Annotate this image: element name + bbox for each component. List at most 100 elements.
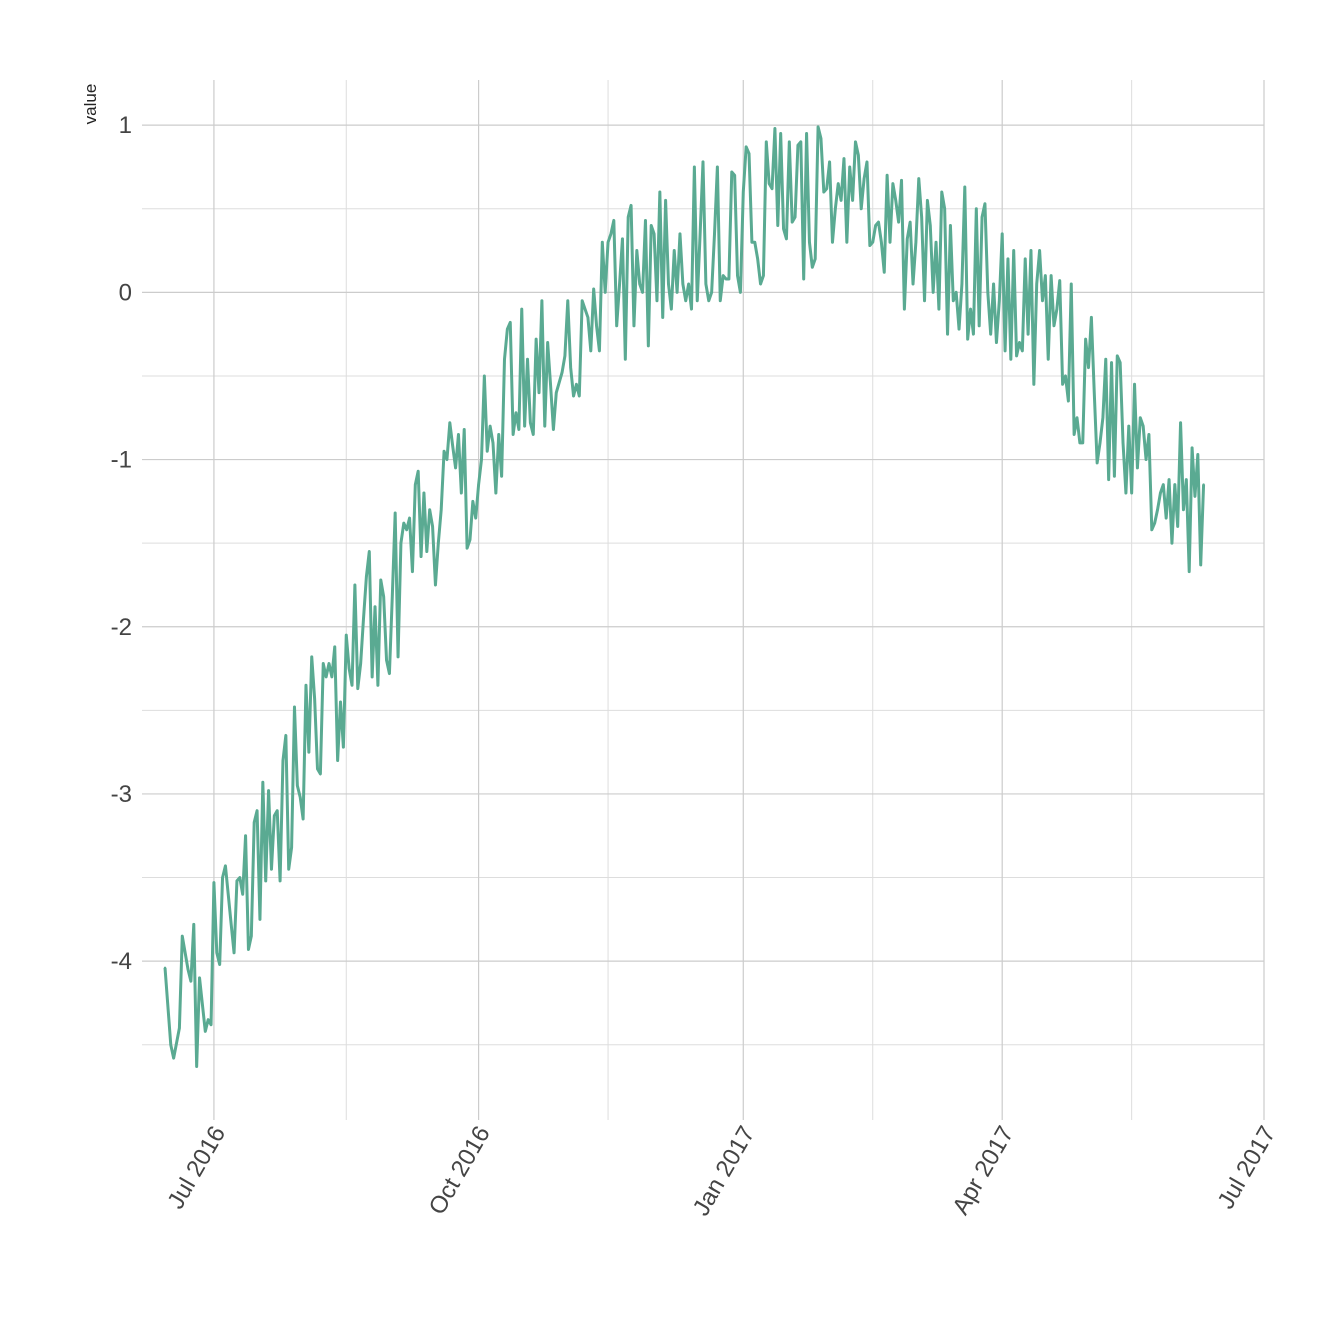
data-point (465, 546, 469, 550)
data-point (1095, 461, 1099, 465)
data-point (799, 140, 803, 144)
data-point (1012, 249, 1015, 252)
data-point (391, 595, 394, 598)
data-point (977, 324, 981, 327)
data-point (865, 160, 869, 164)
data-point (488, 424, 492, 428)
data-point (816, 125, 820, 129)
data-point (788, 140, 791, 144)
data-point (218, 963, 221, 966)
data-point (284, 734, 288, 737)
data-point (693, 165, 696, 169)
data-point (454, 466, 457, 470)
data-point (782, 227, 785, 231)
data-point (1150, 528, 1154, 531)
data-point (1098, 441, 1102, 445)
data-point (880, 240, 883, 244)
data-point (402, 521, 405, 525)
data-point (900, 179, 903, 182)
data-point (670, 307, 673, 311)
series-group (163, 125, 1206, 1068)
data-point (897, 220, 900, 224)
data-point (647, 344, 650, 348)
data-point (238, 876, 242, 879)
data-point (414, 483, 417, 486)
data-point (851, 199, 854, 202)
data-point (468, 538, 472, 542)
data-point (1055, 307, 1059, 311)
data-point (1093, 391, 1096, 394)
data-point (362, 617, 365, 620)
data-point (603, 291, 607, 294)
data-point (520, 307, 523, 311)
data-point (186, 968, 190, 971)
data-point (1001, 232, 1004, 236)
data-point (756, 257, 759, 261)
y-tick-label: 1 (119, 112, 132, 139)
data-point (837, 182, 840, 185)
data-point (868, 244, 872, 247)
data-point (1015, 354, 1018, 358)
data-point (696, 299, 699, 302)
data-point (911, 282, 915, 286)
data-point (212, 881, 216, 884)
data-point (198, 976, 201, 980)
data-point (641, 291, 644, 294)
data-point (517, 428, 521, 431)
data-point (644, 219, 647, 222)
data-point (255, 809, 259, 812)
data-point (767, 182, 771, 185)
data-point (992, 282, 995, 286)
data-point (612, 219, 616, 222)
data-point (618, 282, 621, 286)
data-point (342, 745, 345, 749)
data-point (1116, 354, 1119, 358)
data-point (739, 291, 742, 294)
data-point (474, 516, 477, 520)
data-point (549, 383, 552, 386)
data-point (247, 948, 250, 951)
data-point (1110, 361, 1113, 364)
data-point (906, 237, 909, 241)
data-point (621, 237, 624, 241)
data-point (1118, 361, 1122, 364)
data-point (451, 444, 454, 448)
data-point (713, 232, 716, 236)
data-point (192, 923, 195, 926)
data-point (405, 528, 408, 531)
data-point (986, 291, 990, 294)
data-point (776, 224, 779, 227)
data-point (345, 633, 348, 637)
data-point (310, 655, 313, 659)
data-point (411, 570, 414, 573)
data-point (690, 307, 693, 311)
data-point (701, 160, 705, 164)
data-point (442, 449, 446, 453)
data-point (949, 224, 952, 227)
data-point (1199, 563, 1202, 567)
data-point (753, 240, 756, 244)
data-point (592, 287, 595, 291)
data-point (572, 394, 575, 398)
data-point (744, 145, 748, 149)
data-point (463, 428, 466, 431)
data-point (1147, 433, 1151, 436)
data-point (1121, 441, 1125, 445)
data-point (652, 232, 656, 236)
data-point (627, 215, 630, 219)
data-point (929, 224, 932, 227)
data-point (908, 220, 912, 224)
data-point (975, 207, 978, 210)
data-point (273, 814, 276, 817)
data-point (514, 411, 518, 414)
data-point (839, 199, 843, 202)
data-point (811, 266, 814, 269)
data-point (1179, 421, 1182, 424)
data-point (1153, 521, 1156, 525)
data-point (1035, 282, 1038, 286)
data-point (972, 332, 975, 336)
data-point (995, 341, 998, 344)
y-tick-label: -2 (111, 614, 132, 641)
data-point (704, 282, 708, 286)
data-point (1185, 478, 1188, 481)
